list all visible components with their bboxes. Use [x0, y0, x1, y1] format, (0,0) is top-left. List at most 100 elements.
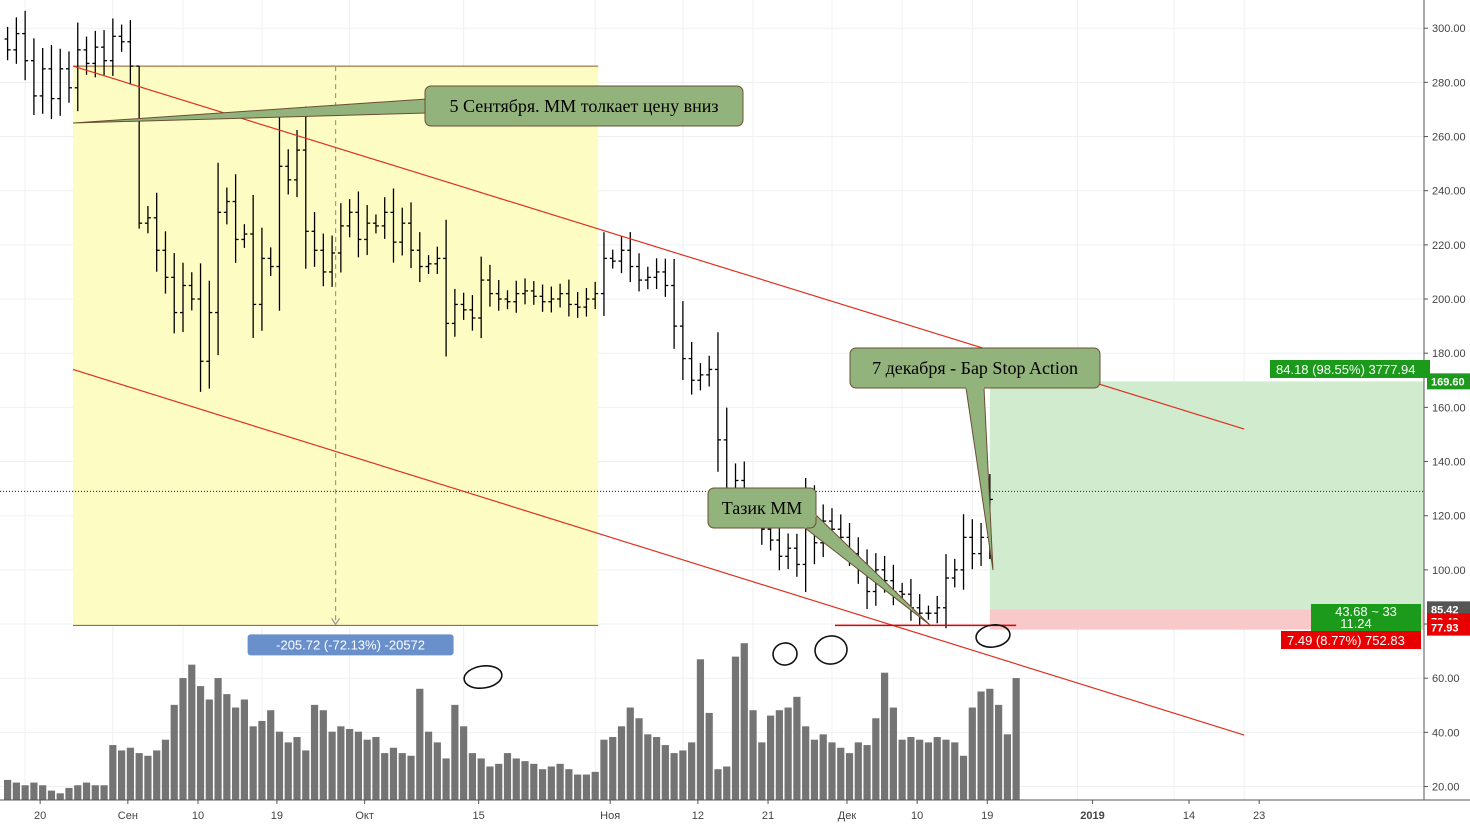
volume-bar	[407, 755, 415, 800]
volume-bar	[775, 710, 783, 800]
callout-annotations[interactable]: 5 Сентября. ММ толкает цену вниз 7 декабр…	[72, 85, 1101, 626]
volume-bar	[652, 737, 661, 800]
volume-bar	[196, 686, 205, 800]
volume-bar	[565, 769, 573, 800]
volume-bar	[65, 787, 73, 800]
volume-bar	[617, 726, 626, 800]
stop-label-box	[1281, 631, 1421, 649]
volume-bar	[451, 704, 459, 800]
time-axis-bg	[0, 800, 1470, 826]
price-label: 169.60	[1431, 376, 1465, 388]
callout-sep5-text: 5 Сентября. ММ толкает цену вниз	[449, 96, 718, 116]
measure-label: -205.72 (-72.13%) -20572	[276, 637, 425, 652]
volume-bar	[591, 771, 599, 800]
callout-dec7-text: 7 декабря - Бар Stop Action	[872, 358, 1078, 378]
volume-bar	[714, 769, 722, 800]
target-zone	[989, 381, 1424, 610]
volume-bar	[319, 710, 327, 800]
volume-bar	[4, 779, 12, 800]
volume-bar	[460, 726, 468, 800]
price-tick-label: 60.00	[1432, 673, 1460, 685]
price-label-box	[1427, 619, 1470, 636]
volume-bar	[793, 696, 801, 800]
volume-bar	[118, 750, 126, 800]
volume-bar	[354, 731, 362, 800]
volume-bar	[758, 742, 766, 800]
volume-bar	[942, 739, 950, 800]
volume-bar	[863, 745, 871, 800]
center-label-box	[1311, 604, 1421, 631]
volume-bar	[389, 747, 398, 800]
price-tick-label: 220.00	[1432, 240, 1466, 252]
volume-bar	[495, 763, 503, 800]
volume-bar	[924, 742, 933, 800]
volume-bar	[995, 704, 1003, 800]
price-tick-label: 240.00	[1432, 186, 1466, 198]
price-tick-label: 180.00	[1432, 348, 1466, 360]
volume-bar	[731, 656, 740, 800]
volume-bar	[346, 728, 354, 800]
callout-sep5-box	[424, 85, 744, 127]
price-axis[interactable]: 20.0040.0060.0080.00100.00120.00140.0016…	[1423, 0, 1470, 826]
volume-bar	[986, 688, 994, 800]
volume-bar	[784, 707, 792, 800]
volume-bar	[530, 763, 538, 800]
volume-bar	[661, 745, 669, 800]
volume-bar	[267, 710, 275, 800]
price-label: 77.93	[1431, 623, 1459, 635]
target-label: 84.18 (98.55%) 3777.94	[1276, 362, 1416, 377]
circle-mark	[975, 624, 1011, 648]
volume-bar	[486, 766, 494, 800]
volume-bar	[381, 753, 389, 800]
target-label-box	[1270, 360, 1430, 378]
volume-bar	[845, 753, 854, 800]
volume-bar	[240, 699, 248, 800]
volume-bar	[74, 785, 82, 800]
volume-bar	[574, 774, 582, 800]
volume-bar	[907, 737, 915, 800]
volume-bar	[740, 643, 748, 800]
time-tick-label: 20	[34, 810, 46, 822]
center-label-2: 11.24	[1340, 616, 1372, 631]
volume-bar	[82, 782, 91, 800]
volume-bar	[337, 726, 345, 800]
volume-bar	[635, 718, 643, 800]
long-position-tool[interactable]	[989, 381, 1424, 630]
center-label: 43.68 ~ 33	[1335, 604, 1397, 619]
volume-bar	[512, 758, 520, 800]
volume-bars	[4, 643, 1020, 800]
volume-bar	[275, 731, 284, 800]
volume-bar	[1003, 734, 1011, 800]
volume-bar	[372, 737, 380, 800]
volume-bar	[249, 726, 257, 800]
hand-drawn-circles	[463, 624, 1011, 690]
volume-bar	[205, 699, 213, 800]
volume-bar	[179, 678, 187, 800]
circle-mark	[772, 642, 798, 666]
volume-bar	[968, 707, 976, 800]
volume-bar	[293, 737, 301, 800]
volume-bar	[468, 753, 477, 800]
time-axis[interactable]: 20 Сен 10 19 Окт 15 Ноя 12 21 Дек 10 19 2019 14 23	[0, 799, 1470, 826]
measure-box[interactable]: -205.72 (-72.13%) -20572	[72, 65, 599, 656]
ohlc-bars	[4, 10, 993, 629]
volume-bar	[232, 707, 240, 800]
volume-bar	[363, 739, 371, 800]
volume-bar	[144, 755, 152, 800]
price-tick-label: 280.00	[1432, 77, 1466, 89]
time-tick-label: 19	[981, 810, 993, 822]
callout-dec7-tail	[965, 387, 994, 571]
volume-bar	[12, 782, 20, 800]
volume-bar	[802, 726, 810, 800]
volume-bar	[223, 694, 231, 800]
volume-bar	[214, 678, 222, 800]
volume-bar	[916, 739, 924, 800]
time-tick-label: 14	[1183, 810, 1195, 822]
volume-bar	[1012, 678, 1020, 800]
volume-bar	[424, 731, 433, 800]
measure-box-arrow-head	[331, 618, 341, 626]
channel-lower-line[interactable]	[72, 368, 1245, 736]
volume-bar	[547, 766, 555, 800]
